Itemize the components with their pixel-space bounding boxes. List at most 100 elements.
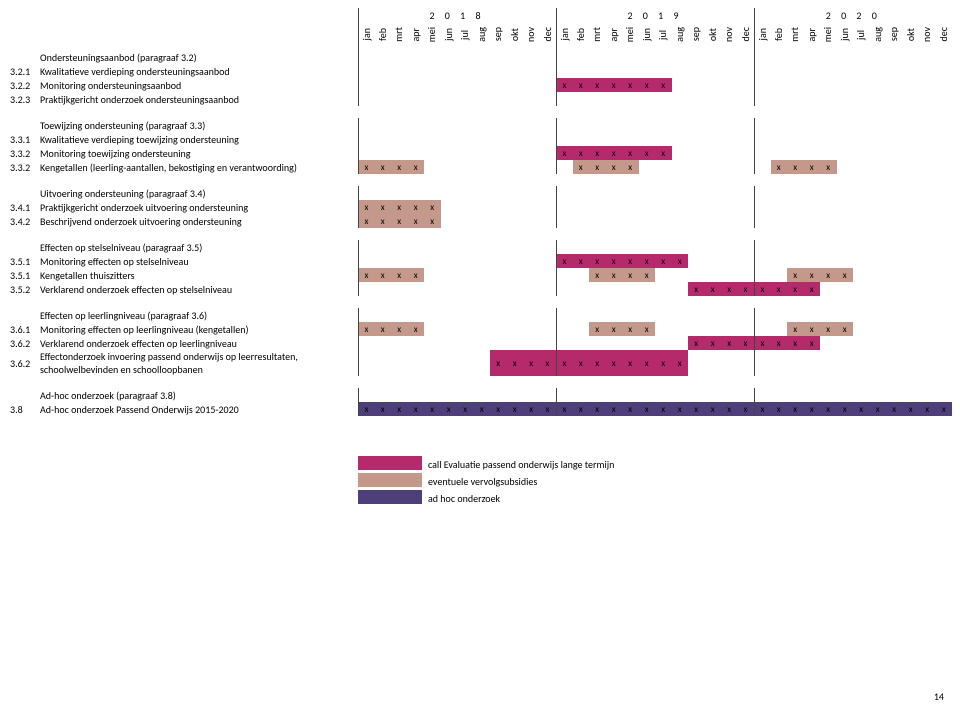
month-header: mei <box>622 22 639 50</box>
gantt-cell <box>837 186 854 200</box>
gantt-cell <box>688 240 705 254</box>
row-label: Ondersteuningsaanbod (paragraaf 3.2) <box>40 50 358 64</box>
gantt-cell: x <box>738 336 755 350</box>
gantt-cell <box>804 350 821 376</box>
gantt-row <box>8 106 952 118</box>
gantt-cell <box>441 322 458 336</box>
gantt-cell <box>738 92 755 106</box>
gantt-cell: x <box>787 282 804 296</box>
gantt-cell <box>804 118 821 132</box>
gantt-cell: x <box>490 350 507 376</box>
gantt-cell <box>490 268 507 282</box>
gantt-cell <box>507 200 524 214</box>
gantt-cell <box>457 254 474 268</box>
gantt-cell <box>672 322 689 336</box>
gantt-cell <box>688 186 705 200</box>
gantt-cell <box>573 282 590 296</box>
gantt-cell <box>936 350 953 376</box>
gantt-cell <box>639 308 656 322</box>
gantt-row: 3.5.1Monitoring effecten op stelselnivea… <box>8 254 952 268</box>
gantt-cell <box>391 146 408 160</box>
gantt-cell <box>391 308 408 322</box>
gantt-row <box>8 174 952 186</box>
gantt-cell <box>457 282 474 296</box>
gantt-cell <box>622 64 639 78</box>
gantt-cell <box>936 388 953 402</box>
gantt-cell <box>474 336 491 350</box>
gantt-cell <box>639 92 656 106</box>
gantt-row: Toewijzing ondersteuning (paragraaf 3.3) <box>8 118 952 132</box>
gantt-cell <box>358 50 375 64</box>
gantt-cell <box>738 350 755 376</box>
gantt-cell <box>441 78 458 92</box>
gantt-cell <box>573 268 590 282</box>
gantt-cell <box>375 282 392 296</box>
gantt-row: 3.3.2Kengetallen (leerling-aantallen, be… <box>8 160 952 174</box>
gantt-cell <box>490 132 507 146</box>
gantt-cell <box>804 214 821 228</box>
gantt-cell <box>589 50 606 64</box>
gantt-cell <box>606 132 623 146</box>
gantt-cell <box>820 336 837 350</box>
gantt-cell <box>672 78 689 92</box>
gantt-cell <box>358 64 375 78</box>
gantt-cell <box>903 254 920 268</box>
month-header: apr <box>804 22 821 50</box>
gantt-cell <box>655 388 672 402</box>
gantt-cell <box>837 132 854 146</box>
gantt-cell <box>490 78 507 92</box>
gantt-cell: x <box>589 350 606 376</box>
gantt-cell <box>441 336 458 350</box>
gantt-cell <box>474 200 491 214</box>
month-header: sep <box>688 22 705 50</box>
gantt-cell <box>540 214 557 228</box>
gantt-cell <box>507 336 524 350</box>
gantt-cell <box>820 350 837 376</box>
gantt-cell <box>622 214 639 228</box>
gantt-cell <box>886 240 903 254</box>
gantt-cell <box>804 186 821 200</box>
gantt-cell <box>688 78 705 92</box>
gantt-cell: x <box>424 200 441 214</box>
month-header: dec <box>738 22 755 50</box>
gantt-cell <box>936 322 953 336</box>
gantt-cell: x <box>589 78 606 92</box>
gantt-cell <box>787 388 804 402</box>
gantt-cell <box>853 254 870 268</box>
gantt-cell <box>474 308 491 322</box>
row-number <box>8 118 40 132</box>
month-header: feb <box>771 22 788 50</box>
gantt-cell <box>936 214 953 228</box>
gantt-cell: x <box>391 402 408 416</box>
gantt-cell: x <box>886 402 903 416</box>
gantt-cell <box>771 78 788 92</box>
gantt-cell <box>540 92 557 106</box>
gantt-cell <box>655 64 672 78</box>
gantt-cell <box>919 186 936 200</box>
gantt-cell <box>787 50 804 64</box>
gantt-cell <box>457 200 474 214</box>
gantt-cell <box>441 214 458 228</box>
gantt-cell <box>853 308 870 322</box>
gantt-cell <box>655 186 672 200</box>
gantt-cell <box>556 322 573 336</box>
gantt-cell <box>787 118 804 132</box>
gantt-cell <box>870 282 887 296</box>
gantt-cell: x <box>754 336 771 350</box>
gantt-cell <box>837 240 854 254</box>
gantt-cell: x <box>358 200 375 214</box>
gantt-cell <box>903 78 920 92</box>
gantt-cell: x <box>556 254 573 268</box>
gantt-cell <box>754 118 771 132</box>
gantt-cell <box>622 282 639 296</box>
gantt-row: 3.6.2Effectonderzoek invoering passend o… <box>8 350 952 376</box>
gantt-cell <box>853 322 870 336</box>
gantt-cell <box>606 336 623 350</box>
month-header: jul <box>853 22 870 50</box>
gantt-cell: x <box>408 160 425 174</box>
gantt-cell <box>837 308 854 322</box>
gantt-cell <box>853 336 870 350</box>
gantt-cell <box>474 254 491 268</box>
gantt-cell <box>919 388 936 402</box>
gantt-cell <box>622 132 639 146</box>
